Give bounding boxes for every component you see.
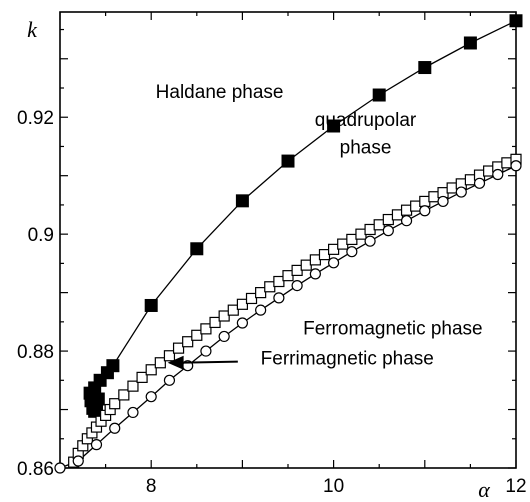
x-tick-label: 10: [323, 476, 344, 497]
open-square-point: [172, 342, 185, 354]
filled-square-point: [327, 119, 341, 133]
series-lines: [59, 20, 517, 469]
open-square-point: [291, 264, 303, 276]
open-square-point: [209, 316, 221, 329]
open-square-point: [309, 254, 321, 266]
filled-square-point: [418, 61, 432, 75]
open-square-point: [328, 243, 340, 255]
open-circle-point: [419, 205, 431, 217]
open-circle-point: [145, 391, 157, 403]
filled-square-point: [463, 36, 477, 50]
open-square-point: [127, 380, 139, 392]
y-tick-label: 0.9: [28, 225, 54, 246]
open-square-point: [483, 165, 495, 177]
open-square-point: [364, 223, 376, 236]
filled-square-point: [509, 14, 523, 28]
open-circle-point: [218, 330, 230, 343]
filled-square-point: [372, 88, 386, 102]
open-circle-point: [273, 292, 285, 304]
phase-label: phase: [340, 137, 392, 158]
open-circle-point: [382, 225, 394, 237]
open-square-point: [273, 275, 285, 288]
open-circle-point: [72, 455, 84, 467]
open-square-point: [245, 292, 258, 305]
open-square-point: [282, 270, 294, 282]
open-circle-point: [346, 246, 358, 258]
open-circle-point: [328, 257, 340, 269]
open-square-point: [136, 371, 148, 383]
open-circle-point: [309, 268, 321, 280]
open-square-point: [400, 204, 413, 216]
open-circle-point: [54, 462, 66, 474]
phase-label: quadrupolar: [315, 110, 417, 131]
x-axis-label: α: [478, 477, 490, 502]
y-axis-label: k: [27, 17, 38, 42]
open-circle-point: [109, 422, 121, 434]
open-circle-point: [163, 374, 176, 386]
open-square-point: [419, 195, 431, 208]
open-square-point: [236, 298, 248, 310]
open-square-point: [337, 238, 349, 250]
phase-label: Ferromagnetic phase: [303, 319, 483, 340]
open-circle-point: [236, 317, 248, 329]
open-circle-point: [492, 168, 504, 181]
filled-square-point: [235, 194, 249, 208]
phase-label: Ferrimagnetic phase: [261, 349, 434, 370]
open-square-point: [145, 364, 157, 376]
open-circle-point: [90, 439, 103, 451]
open-square-point: [428, 191, 440, 203]
x-tick-label: 8: [146, 476, 157, 497]
open-circle-point: [255, 304, 267, 316]
series-markers: [54, 14, 523, 474]
filled-square-point: [281, 154, 295, 168]
open-square-point: [118, 389, 130, 401]
open-square-point: [264, 281, 276, 293]
open-square-point: [182, 336, 194, 348]
x-tick-label: 12: [505, 476, 526, 497]
open-square-point: [255, 287, 267, 299]
phase-label: Haldane phase: [156, 82, 284, 103]
open-square-point: [191, 329, 203, 341]
open-square-point: [227, 304, 239, 316]
open-square-point: [318, 249, 331, 261]
open-square-point: [200, 323, 212, 335]
y-tick-label: 0.88: [17, 342, 54, 363]
open-square-point: [501, 157, 513, 169]
y-tick-label: 0.92: [17, 108, 54, 129]
arrow-shaft: [177, 360, 238, 364]
open-circle-point: [127, 406, 139, 419]
open-square-point: [391, 209, 404, 221]
open-square-point: [382, 213, 394, 226]
open-square-point: [464, 174, 476, 186]
open-square-point: [154, 357, 166, 369]
open-circle-point: [364, 235, 376, 247]
open-circle-point: [291, 280, 303, 292]
open-square-point: [300, 259, 312, 271]
open-square-point: [355, 228, 367, 240]
chart-labels: 8 10 12 0.86 0.88 0.9 0.92 k α Haldane phase quadr…: [17, 17, 527, 502]
open-square-point: [163, 350, 176, 362]
open-circle-point: [400, 215, 413, 227]
open-circle-point: [510, 160, 522, 172]
series-line: [73, 158, 517, 463]
series-line: [59, 165, 517, 469]
open-circle-point: [455, 186, 467, 198]
filled-square-point: [190, 242, 204, 256]
filled-square-point: [106, 359, 120, 373]
open-square-point: [410, 200, 422, 212]
open-circle-point: [437, 195, 449, 208]
open-square-point: [373, 219, 385, 231]
open-square-point: [346, 233, 358, 246]
open-circle-point: [200, 345, 212, 357]
y-tick-label: 0.86: [17, 459, 54, 480]
open-circle-point: [473, 177, 486, 189]
open-square-point: [109, 398, 121, 410]
filled-square-point: [144, 298, 158, 312]
open-square-point: [446, 182, 458, 194]
arrow-head: [167, 355, 184, 370]
open-square-point: [218, 310, 230, 322]
